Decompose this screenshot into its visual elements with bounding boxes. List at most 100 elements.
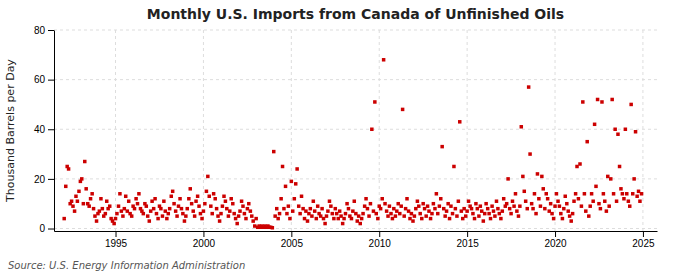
scatter-point bbox=[366, 207, 370, 211]
scatter-point bbox=[98, 209, 102, 213]
scatter-point bbox=[235, 222, 239, 226]
scatter-point bbox=[240, 199, 244, 203]
scatter-point bbox=[237, 214, 241, 218]
scatter-point bbox=[303, 217, 307, 221]
scatter-point bbox=[429, 217, 433, 221]
x-tick-label: 2015 bbox=[457, 238, 480, 249]
scatter-point bbox=[526, 207, 530, 211]
x-tick: 2015 bbox=[457, 231, 480, 249]
x-tick-mark bbox=[467, 231, 468, 237]
scatter-point bbox=[631, 192, 635, 196]
scatter-point bbox=[229, 197, 233, 201]
scatter-point bbox=[389, 212, 393, 216]
scatter-point bbox=[540, 175, 544, 179]
scatter-point bbox=[123, 207, 127, 211]
scatter-point bbox=[445, 209, 449, 213]
scatter-point bbox=[600, 100, 604, 104]
scatter-point bbox=[402, 214, 406, 218]
grid-line-y bbox=[54, 30, 657, 31]
scatter-point bbox=[171, 190, 175, 194]
scatter-point bbox=[221, 204, 225, 208]
scatter-point bbox=[146, 214, 150, 218]
scatter-point bbox=[184, 214, 188, 218]
scatter-point bbox=[395, 209, 399, 213]
x-tick: 2000 bbox=[193, 231, 216, 249]
scatter-point bbox=[247, 202, 251, 206]
scatter-point bbox=[342, 217, 346, 221]
scatter-point bbox=[471, 212, 475, 216]
scatter-point bbox=[474, 202, 478, 206]
scatter-point bbox=[241, 204, 245, 208]
scatter-point bbox=[71, 204, 75, 208]
scatter-point bbox=[625, 192, 629, 196]
scatter-point bbox=[562, 207, 566, 211]
scatter-point bbox=[618, 165, 622, 169]
scatter-point bbox=[174, 209, 178, 213]
scatter-point bbox=[227, 214, 231, 218]
scatter-point bbox=[207, 195, 211, 199]
scatter-point bbox=[202, 209, 206, 213]
scatter-point bbox=[288, 217, 292, 221]
scatter-point bbox=[584, 209, 588, 213]
scatter-point bbox=[73, 209, 77, 213]
scatter-point bbox=[528, 152, 532, 156]
scatter-point bbox=[358, 222, 362, 226]
scatter-point bbox=[439, 197, 443, 201]
scatter-point bbox=[212, 192, 216, 196]
scatter-point bbox=[581, 100, 585, 104]
grid-line-x bbox=[642, 30, 643, 231]
scatter-point bbox=[175, 214, 179, 218]
scatter-point bbox=[555, 192, 559, 196]
scatter-point bbox=[193, 214, 197, 218]
scatter-point bbox=[364, 197, 368, 201]
scatter-point bbox=[396, 202, 400, 206]
scatter-point bbox=[150, 199, 154, 203]
grid-line-y bbox=[54, 178, 657, 179]
scatter-point bbox=[544, 192, 548, 196]
scatter-point bbox=[84, 187, 88, 191]
scatter-point bbox=[629, 103, 633, 107]
chart-container: 1995200020052010201520202025020406080Mon… bbox=[0, 0, 675, 275]
scatter-point bbox=[369, 202, 373, 206]
scatter-point bbox=[271, 226, 275, 230]
y-tick-label: 20 bbox=[34, 174, 46, 185]
scatter-point bbox=[615, 199, 619, 203]
scatter-point bbox=[357, 214, 361, 218]
scatter-point bbox=[527, 85, 531, 89]
scatter-point bbox=[379, 207, 383, 211]
scatter-point bbox=[457, 199, 461, 203]
scatter-point bbox=[287, 204, 291, 208]
scatter-point bbox=[290, 180, 294, 184]
scatter-point bbox=[178, 197, 182, 201]
y-tick: 60 bbox=[34, 74, 54, 85]
x-tick: 2025 bbox=[632, 231, 655, 249]
scatter-point bbox=[477, 214, 481, 218]
scatter-point bbox=[591, 199, 595, 203]
scatter-point bbox=[231, 202, 235, 206]
x-tick-mark bbox=[379, 231, 380, 237]
scatter-point bbox=[225, 207, 229, 211]
scatter-point bbox=[537, 197, 541, 201]
grid-line-x bbox=[115, 30, 116, 231]
scatter-point bbox=[213, 197, 217, 201]
scatter-point bbox=[234, 217, 238, 221]
scatter-point bbox=[464, 214, 468, 218]
scatter-point bbox=[640, 192, 644, 196]
scatter-point bbox=[467, 199, 471, 203]
scatter-point bbox=[482, 219, 486, 223]
scatter-point bbox=[392, 207, 396, 211]
scatter-point bbox=[505, 202, 509, 206]
scatter-point bbox=[118, 192, 122, 196]
scatter-point bbox=[443, 214, 447, 218]
scatter-point bbox=[250, 214, 254, 218]
scatter-point bbox=[563, 195, 567, 199]
scatter-point bbox=[455, 214, 459, 218]
scatter-point bbox=[294, 182, 298, 186]
scatter-point bbox=[418, 212, 422, 216]
scatter-point bbox=[520, 125, 524, 128]
scatter-point bbox=[556, 199, 560, 203]
scatter-point bbox=[549, 202, 553, 206]
scatter-point bbox=[284, 185, 288, 189]
y-tick-mark bbox=[48, 129, 54, 130]
scatter-point bbox=[530, 202, 534, 206]
